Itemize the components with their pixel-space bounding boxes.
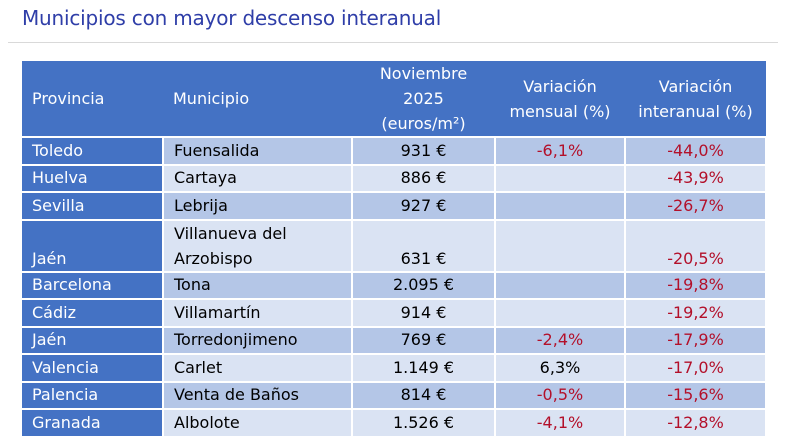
table-row: Barcelona Tona 2.095 € -19,8% xyxy=(22,270,767,300)
cell-provincia: Barcelona xyxy=(22,270,164,300)
cell-municipio: Lebrija xyxy=(162,191,353,221)
table-header-row: Provincia Municipio Noviembre 2025 (euro… xyxy=(22,61,766,137)
cell-variacion-interanual: -12,8% xyxy=(624,408,767,438)
cell-variacion-mensual xyxy=(494,298,626,328)
cell-municipio: Cartaya xyxy=(162,163,353,193)
header-mensual-line-2: mensual (%) xyxy=(509,101,611,121)
cell-variacion-mensual xyxy=(494,191,626,221)
cell-provincia: Toledo xyxy=(22,136,164,166)
header-variacion-mensual: Variación mensual (%) xyxy=(495,61,625,137)
cell-municipio: Tona xyxy=(162,270,353,300)
cell-precio: 931 € xyxy=(351,136,496,166)
cell-variacion-interanual: -17,0% xyxy=(624,353,767,383)
cell-variacion-mensual xyxy=(494,270,626,300)
cell-precio: 769 € xyxy=(351,325,496,355)
cell-provincia: Granada xyxy=(22,408,164,438)
page-title: Municipios con mayor descenso interanual xyxy=(22,6,442,30)
header-interanual-line-1: Variación xyxy=(658,76,733,96)
cell-precio: 631 € xyxy=(351,218,496,273)
municipalities-table: Provincia Municipio Noviembre 2025 (euro… xyxy=(22,61,767,438)
cell-provincia: Sevilla xyxy=(22,191,164,221)
table-row: Granada Albolote 1.526 € -4,1% -12,8% xyxy=(22,408,767,438)
cell-variacion-mensual xyxy=(494,218,626,273)
header-precio-line-3: (euros/m²) xyxy=(381,114,466,133)
cell-municipio-line-1: Villanueva del xyxy=(174,223,287,243)
cell-municipio: Albolote xyxy=(162,408,353,438)
table-row: Palencia Venta de Baños 814 € -0,5% -15,… xyxy=(22,380,767,410)
cell-provincia: Cádiz xyxy=(22,298,164,328)
table-row: Cádiz Villamartín 914 € -19,2% xyxy=(22,298,767,328)
cell-variacion-interanual: -44,0% xyxy=(624,136,767,166)
cell-precio: 2.095 € xyxy=(351,270,496,300)
cell-municipio-line-2: Arzobispo xyxy=(174,248,253,268)
cell-precio: 914 € xyxy=(351,298,496,328)
table-row: Jaén Torredonjimeno 769 € -2,4% -17,9% xyxy=(22,325,767,355)
cell-provincia: Valencia xyxy=(22,353,164,383)
cell-provincia: Jaén xyxy=(22,325,164,355)
cell-provincia: Palencia xyxy=(22,380,164,410)
header-precio: Noviembre 2025 (euros/m²) xyxy=(352,61,495,137)
header-provincia: Provincia xyxy=(22,61,163,137)
cell-variacion-mensual: -6,1% xyxy=(494,136,626,166)
cell-precio: 1.526 € xyxy=(351,408,496,438)
cell-precio: 927 € xyxy=(351,191,496,221)
table-row: Huelva Cartaya 886 € -43,9% xyxy=(22,163,767,193)
cell-variacion-interanual: -26,7% xyxy=(624,191,767,221)
cell-municipio: Venta de Baños xyxy=(162,380,353,410)
header-precio-line-1: Noviembre xyxy=(379,64,468,83)
cell-municipio: Fuensalida xyxy=(162,136,353,166)
cell-provincia: Huelva xyxy=(22,163,164,193)
cell-variacion-interanual: -20,5% xyxy=(624,218,767,273)
table-row: Jaén Villanueva del Arzobispo 631 € -20,… xyxy=(22,218,767,273)
cell-variacion-interanual: -19,2% xyxy=(624,298,767,328)
cell-variacion-mensual: 6,3% xyxy=(494,353,626,383)
cell-variacion-interanual: -19,8% xyxy=(624,270,767,300)
cell-variacion-mensual: -4,1% xyxy=(494,408,626,438)
cell-precio: 886 € xyxy=(351,163,496,193)
table-row: Valencia Carlet 1.149 € 6,3% -17,0% xyxy=(22,353,767,383)
cell-variacion-mensual: -0,5% xyxy=(494,380,626,410)
table-row: Sevilla Lebrija 927 € -26,7% xyxy=(22,191,767,221)
cell-variacion-interanual: -15,6% xyxy=(624,380,767,410)
cell-precio: 1.149 € xyxy=(351,353,496,383)
cell-variacion-mensual: -2,4% xyxy=(494,325,626,355)
header-precio-line-2: 2025 xyxy=(403,89,444,108)
cell-municipio: Villanueva del Arzobispo xyxy=(162,218,353,273)
header-mensual-line-1: Variación xyxy=(523,76,597,96)
cell-municipio: Carlet xyxy=(162,353,353,383)
cell-provincia: Jaén xyxy=(22,218,164,273)
cell-municipio: Torredonjimeno xyxy=(162,325,353,355)
header-municipio: Municipio xyxy=(163,61,352,137)
cell-precio: 814 € xyxy=(351,380,496,410)
cell-variacion-interanual: -43,9% xyxy=(624,163,767,193)
cell-municipio: Villamartín xyxy=(162,298,353,328)
table-row: Toledo Fuensalida 931 € -6,1% -44,0% xyxy=(22,136,767,166)
cell-variacion-mensual xyxy=(494,163,626,193)
header-interanual-line-2: interanual (%) xyxy=(638,101,753,121)
title-divider xyxy=(8,42,778,43)
cell-variacion-interanual: -17,9% xyxy=(624,325,767,355)
header-variacion-interanual: Variación interanual (%) xyxy=(625,61,766,137)
